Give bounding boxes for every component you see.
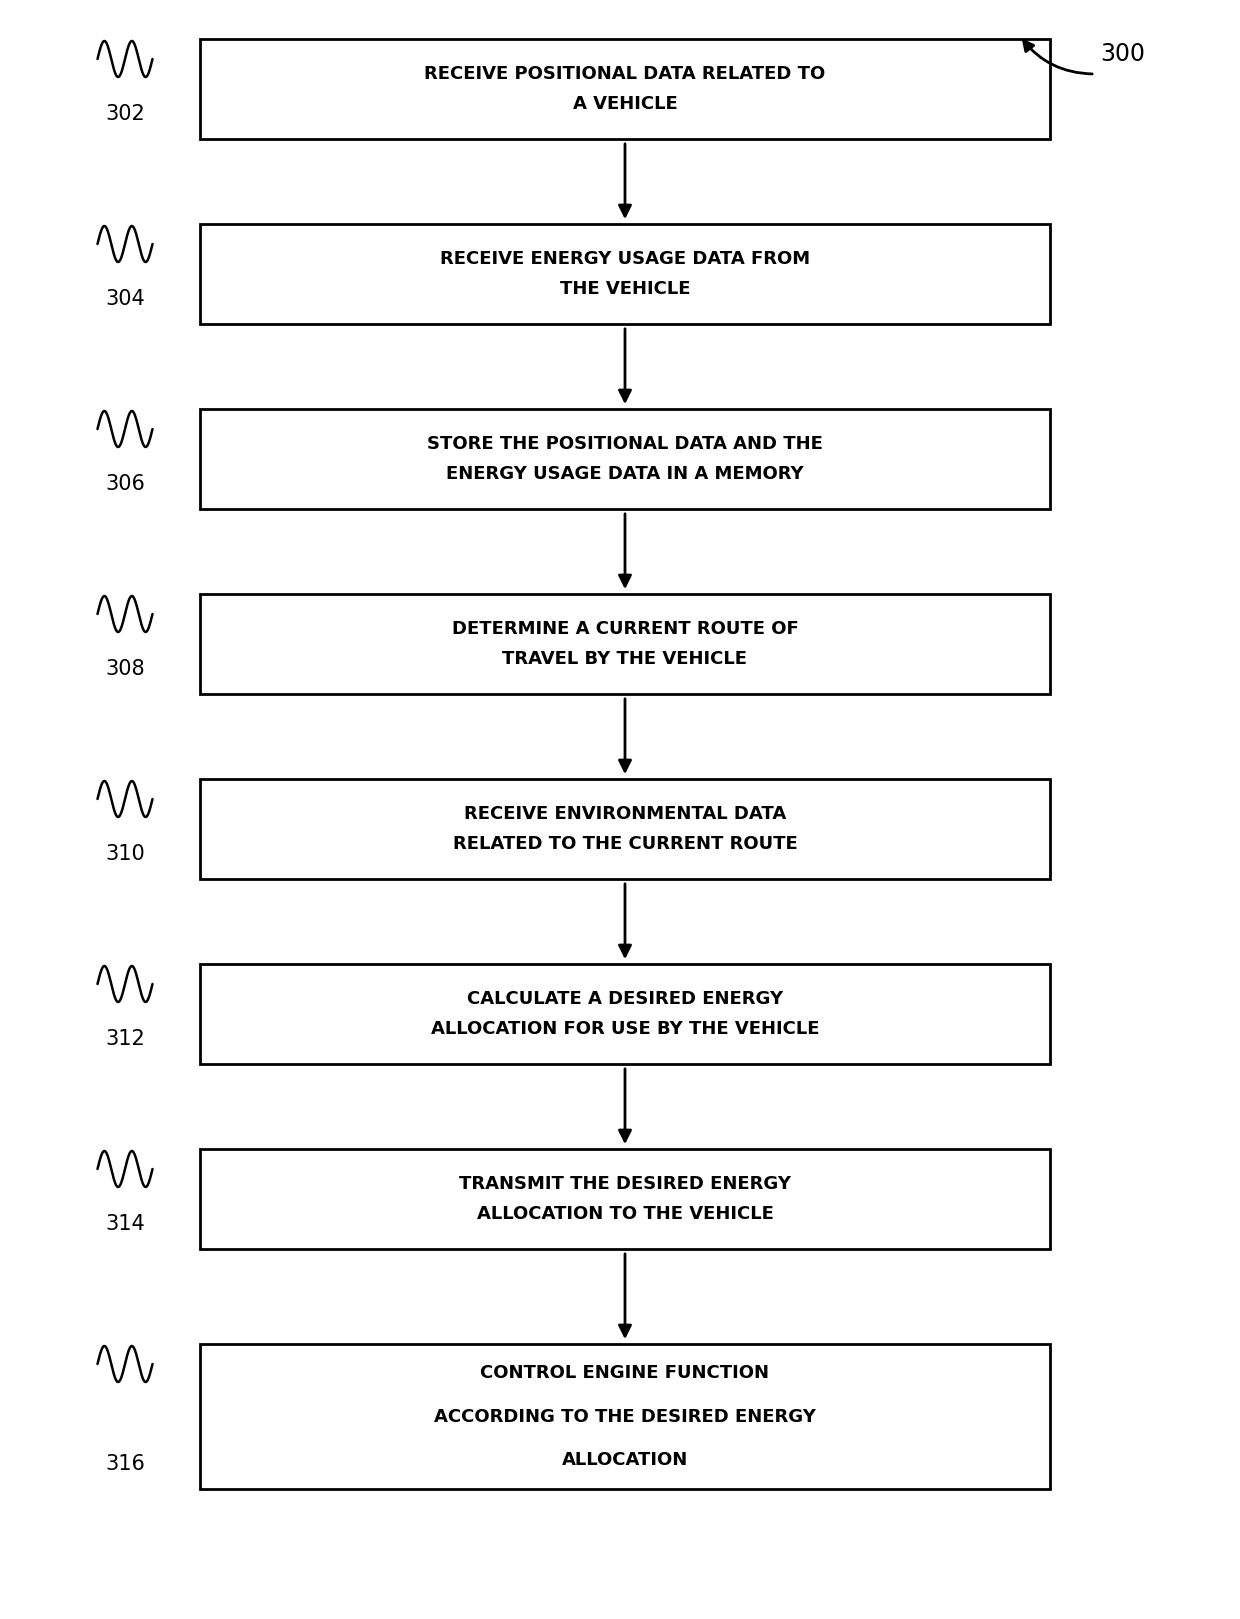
Bar [200,39,1050,139]
Bar [200,1344,1050,1489]
Text: 306: 306 [105,474,145,494]
Text: ALLOCATION: ALLOCATION [562,1451,688,1468]
Text: RECEIVE ENVIRONMENTAL DATA: RECEIVE ENVIRONMENTAL DATA [464,805,786,822]
Text: 300: 300 [1100,42,1145,66]
Text: ALLOCATION FOR USE BY THE VEHICLE: ALLOCATION FOR USE BY THE VEHICLE [430,1020,820,1038]
Text: ENERGY USAGE DATA IN A MEMORY: ENERGY USAGE DATA IN A MEMORY [446,465,804,482]
Text: THE VEHICLE: THE VEHICLE [559,280,691,298]
Text: 302: 302 [105,104,145,125]
Text: A VEHICLE: A VEHICLE [573,96,677,113]
Text: ALLOCATION TO THE VEHICLE: ALLOCATION TO THE VEHICLE [476,1205,774,1222]
Text: 314: 314 [105,1214,145,1234]
Text: DETERMINE A CURRENT ROUTE OF: DETERMINE A CURRENT ROUTE OF [451,620,799,638]
Text: 308: 308 [105,659,145,678]
Bar [200,779,1050,879]
Text: 316: 316 [105,1454,145,1473]
Text: ACCORDING TO THE DESIRED ENERGY: ACCORDING TO THE DESIRED ENERGY [434,1407,816,1425]
Text: 304: 304 [105,290,145,309]
Text: 312: 312 [105,1030,145,1049]
Bar [200,410,1050,508]
Bar [200,1149,1050,1248]
Bar [200,223,1050,324]
Text: STORE THE POSITIONAL DATA AND THE: STORE THE POSITIONAL DATA AND THE [427,436,823,453]
Text: RECEIVE POSITIONAL DATA RELATED TO: RECEIVE POSITIONAL DATA RELATED TO [424,65,826,83]
Text: RECEIVE ENERGY USAGE DATA FROM: RECEIVE ENERGY USAGE DATA FROM [440,249,810,269]
Text: TRAVEL BY THE VEHICLE: TRAVEL BY THE VEHICLE [502,649,748,669]
Text: CONTROL ENGINE FUNCTION: CONTROL ENGINE FUNCTION [481,1363,770,1383]
Text: TRANSMIT THE DESIRED ENERGY: TRANSMIT THE DESIRED ENERGY [459,1175,791,1193]
Text: RELATED TO THE CURRENT ROUTE: RELATED TO THE CURRENT ROUTE [453,835,797,853]
Bar [200,594,1050,695]
Text: 310: 310 [105,843,145,865]
Text: CALCULATE A DESIRED ENERGY: CALCULATE A DESIRED ENERGY [467,989,784,1009]
Bar [200,963,1050,1064]
